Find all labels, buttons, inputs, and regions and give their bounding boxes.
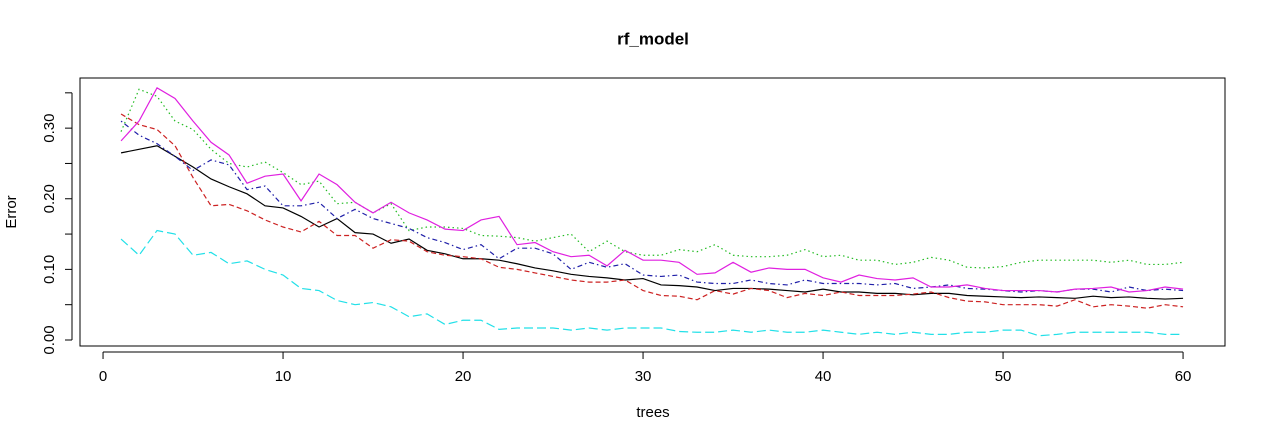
- x-tick-label: 60: [1175, 368, 1192, 385]
- x-tick-label: 10: [275, 368, 292, 385]
- x-tick-label: 40: [815, 368, 832, 385]
- x-tick-label: 30: [635, 368, 652, 385]
- y-tick-label: 0.20: [41, 184, 58, 213]
- series-line: [120, 229, 1184, 337]
- y-axis-label: Error: [3, 195, 20, 228]
- chart-title: rf_model: [617, 29, 689, 48]
- series-line: [120, 145, 1184, 300]
- y-tick-label: 0.00: [41, 325, 58, 354]
- y-tick-label: 0.30: [41, 114, 58, 143]
- series-line: [120, 88, 1184, 269]
- x-tick-label: 0: [99, 368, 107, 385]
- x-tick-label: 50: [995, 368, 1012, 385]
- x-axis-label: trees: [636, 404, 669, 421]
- series-line: [120, 87, 1184, 293]
- plot-box: [79, 77, 1226, 347]
- x-tick-label: 20: [455, 368, 472, 385]
- series-line: [120, 113, 1184, 309]
- y-tick-label: 0.10: [41, 255, 58, 284]
- series-line: [120, 120, 1184, 293]
